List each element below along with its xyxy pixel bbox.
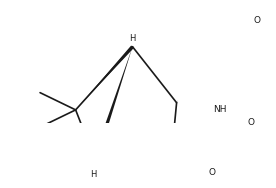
- Text: O: O: [253, 16, 260, 25]
- Text: O: O: [248, 118, 255, 127]
- Polygon shape: [102, 47, 132, 133]
- Text: O: O: [208, 168, 215, 177]
- Polygon shape: [177, 67, 202, 103]
- Text: NH: NH: [213, 105, 226, 114]
- Text: H: H: [129, 34, 136, 43]
- Text: H: H: [90, 170, 97, 179]
- Polygon shape: [76, 45, 134, 110]
